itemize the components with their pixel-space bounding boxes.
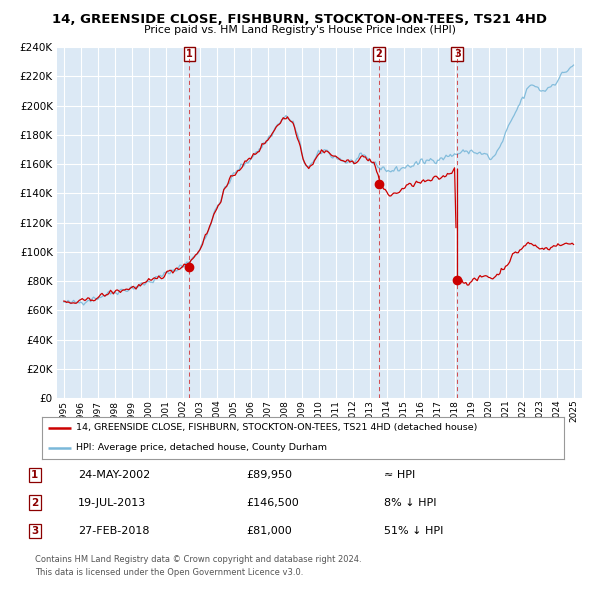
Text: 8% ↓ HPI: 8% ↓ HPI — [384, 498, 437, 507]
Text: 19-JUL-2013: 19-JUL-2013 — [78, 498, 146, 507]
Text: £81,000: £81,000 — [246, 526, 292, 536]
Text: 14, GREENSIDE CLOSE, FISHBURN, STOCKTON-ON-TEES, TS21 4HD (detached house): 14, GREENSIDE CLOSE, FISHBURN, STOCKTON-… — [76, 423, 478, 432]
Text: 24-MAY-2002: 24-MAY-2002 — [78, 470, 150, 480]
Text: £89,950: £89,950 — [246, 470, 292, 480]
Text: HPI: Average price, detached house, County Durham: HPI: Average price, detached house, Coun… — [76, 444, 327, 453]
Text: 1: 1 — [31, 470, 38, 480]
Text: 14, GREENSIDE CLOSE, FISHBURN, STOCKTON-ON-TEES, TS21 4HD: 14, GREENSIDE CLOSE, FISHBURN, STOCKTON-… — [53, 13, 548, 26]
Text: 1: 1 — [186, 49, 193, 59]
Text: 51% ↓ HPI: 51% ↓ HPI — [384, 526, 443, 536]
Text: 2: 2 — [376, 49, 382, 59]
Text: 27-FEB-2018: 27-FEB-2018 — [78, 526, 149, 536]
Text: This data is licensed under the Open Government Licence v3.0.: This data is licensed under the Open Gov… — [35, 568, 303, 577]
Text: 3: 3 — [31, 526, 38, 536]
Text: Price paid vs. HM Land Registry's House Price Index (HPI): Price paid vs. HM Land Registry's House … — [144, 25, 456, 35]
Text: 3: 3 — [454, 49, 461, 59]
Text: £146,500: £146,500 — [246, 498, 299, 507]
Text: Contains HM Land Registry data © Crown copyright and database right 2024.: Contains HM Land Registry data © Crown c… — [35, 555, 361, 564]
Text: ≈ HPI: ≈ HPI — [384, 470, 415, 480]
Text: 2: 2 — [31, 498, 38, 507]
